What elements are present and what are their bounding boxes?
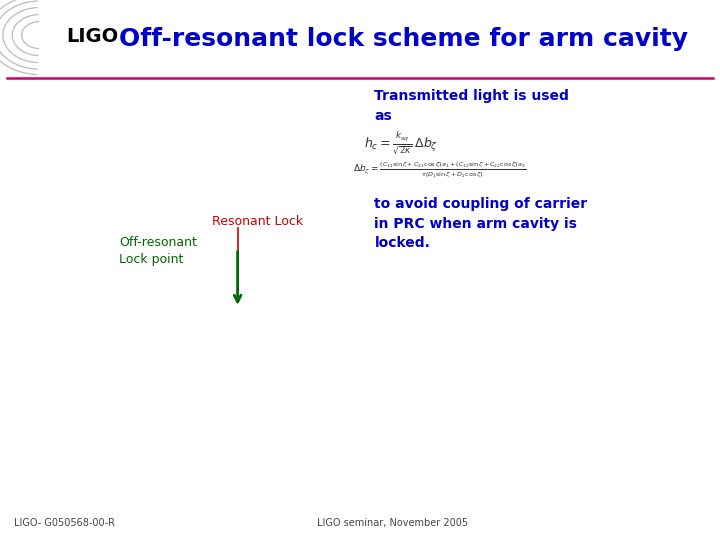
Text: Resonant Lock: Resonant Lock (212, 215, 304, 228)
Text: LIGO- G050568-00-R: LIGO- G050568-00-R (14, 518, 115, 528)
Text: LIGO: LIGO (66, 27, 119, 46)
Text: $h_c = \frac{k_{sq}}{\sqrt{2\kappa}}\,\Delta b_\zeta$: $h_c = \frac{k_{sq}}{\sqrt{2\kappa}}\,\D… (364, 130, 438, 156)
Text: LIGO seminar, November 2005: LIGO seminar, November 2005 (317, 518, 468, 528)
Text: Off-resonant lock scheme for arm cavity: Off-resonant lock scheme for arm cavity (119, 27, 688, 51)
Text: $\Delta b_\zeta = \frac{(C_{11}\sin\zeta + C_{21}\cos\zeta)a_1 + (C_{12}\sin\zet: $\Delta b_\zeta = \frac{(C_{11}\sin\zeta… (353, 161, 526, 179)
Text: Transmitted light is used
as: Transmitted light is used as (374, 89, 570, 123)
Text: to avoid coupling of carrier
in PRC when arm cavity is
locked.: to avoid coupling of carrier in PRC when… (374, 197, 588, 250)
Text: Off-resonant
Lock point: Off-resonant Lock point (119, 236, 197, 266)
Bar (0, 0, 112, 78)
